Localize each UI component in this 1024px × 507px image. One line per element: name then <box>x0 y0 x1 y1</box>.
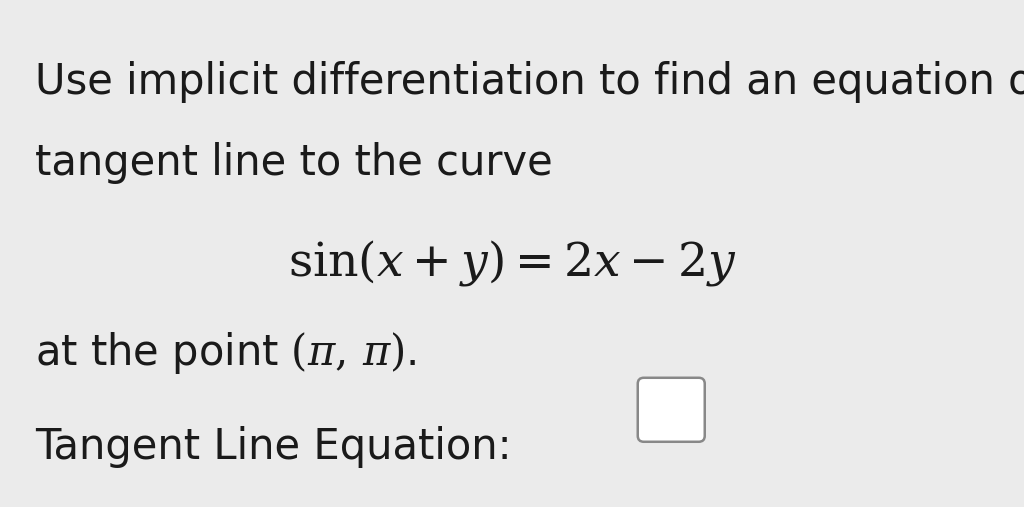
Text: Use implicit differentiation to find an equation of the: Use implicit differentiation to find an … <box>35 61 1024 103</box>
Text: at the point $(\pi,\, \pi)$.: at the point $(\pi,\, \pi)$. <box>35 330 417 376</box>
FancyBboxPatch shape <box>638 378 705 442</box>
Text: Tangent Line Equation:: Tangent Line Equation: <box>35 426 512 468</box>
Text: $\mathrm{sin}(x + y) = 2x - 2y$: $\mathrm{sin}(x + y) = 2x - 2y$ <box>288 238 736 288</box>
Text: tangent line to the curve: tangent line to the curve <box>35 142 553 184</box>
